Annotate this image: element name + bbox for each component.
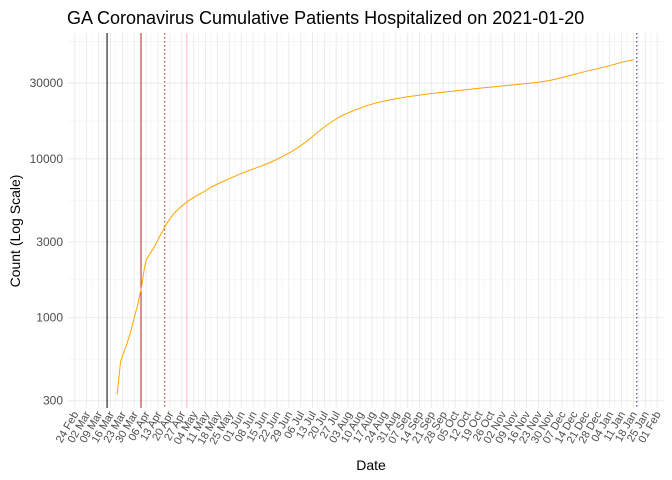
x-axis-title: Date: [356, 457, 386, 473]
hospitalized-line: [116, 59, 634, 395]
y-axis-title: Count (Log Scale): [7, 175, 23, 288]
y-tick-label: 1000: [36, 311, 63, 325]
y-tick-label: 30000: [30, 76, 64, 90]
major-gridlines: [68, 33, 664, 408]
series-layer: [116, 59, 634, 395]
y-tick-label: 10000: [30, 152, 64, 166]
chart-title: GA Coronavirus Cumulative Patients Hospi…: [67, 8, 584, 28]
reference-lines: [106, 33, 638, 408]
y-tick-label: 3000: [36, 235, 63, 249]
y-axis-ticks: 300 1000 3000 10000 30000: [30, 76, 64, 408]
y-tick-label: 300: [43, 394, 63, 408]
